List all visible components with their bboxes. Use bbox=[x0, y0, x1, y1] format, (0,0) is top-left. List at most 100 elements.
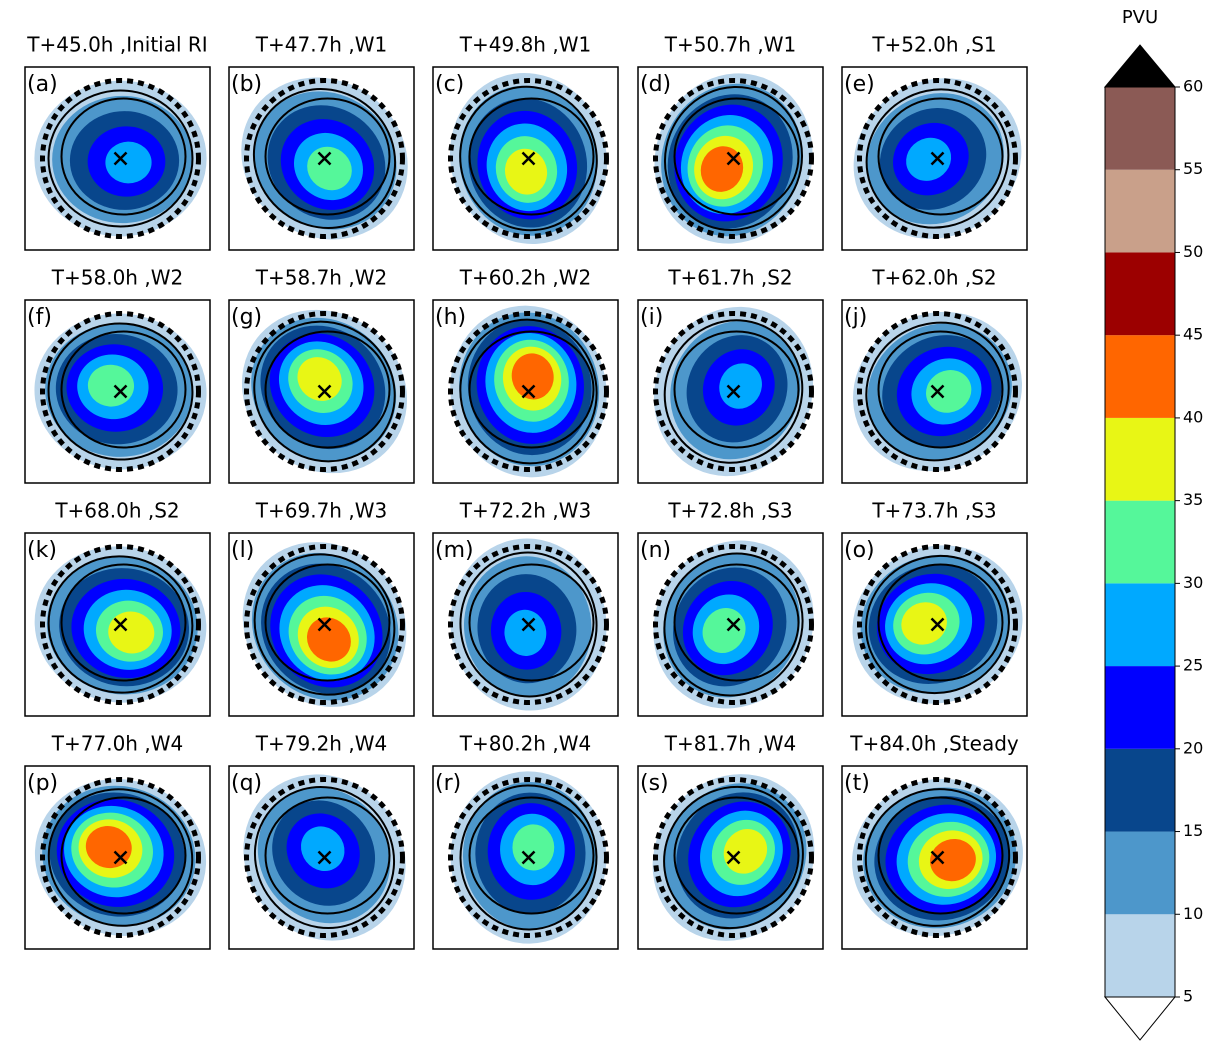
panel-title: T+68.0h ,S2 bbox=[54, 499, 179, 523]
colorbar-segment bbox=[1105, 87, 1175, 170]
panel-content bbox=[653, 306, 814, 477]
contour-line bbox=[47, 89, 194, 228]
panel-label: (a) bbox=[27, 72, 58, 97]
panel: T+72.8h ,S3 (n) bbox=[637, 499, 824, 717]
colorbar-tick-label: 5 bbox=[1183, 987, 1193, 1006]
panel-frame bbox=[841, 299, 1028, 484]
panel-content bbox=[34, 311, 207, 472]
panel-label: (t) bbox=[844, 771, 870, 796]
panel: T+72.2h ,W3 (m) bbox=[432, 499, 619, 717]
center-mark bbox=[930, 850, 945, 865]
contour-line bbox=[673, 330, 800, 449]
colorbar-segment bbox=[1105, 417, 1175, 501]
panel-content bbox=[853, 311, 1022, 472]
contour-line bbox=[877, 330, 1004, 449]
pv-contour-fill bbox=[105, 141, 152, 184]
contour-line bbox=[47, 788, 194, 927]
colorbar-tick-label: 40 bbox=[1183, 407, 1203, 426]
panel-content bbox=[242, 542, 407, 707]
contour-line bbox=[264, 796, 391, 915]
contour-line bbox=[468, 97, 595, 216]
panel-title: T+84.0h ,Steady bbox=[849, 732, 1019, 756]
panel-content bbox=[34, 78, 207, 239]
panel-title: T+73.7h ,S3 bbox=[871, 499, 996, 523]
colorbar-tick-label: 55 bbox=[1183, 159, 1203, 178]
panel-title: T+79.2h ,W4 bbox=[255, 732, 387, 756]
colorbar-segment bbox=[1105, 335, 1175, 418]
colorbar-tick-label: 15 bbox=[1183, 821, 1203, 840]
panel-frame bbox=[637, 532, 824, 717]
rmw-circle bbox=[857, 311, 1018, 472]
pv-contour-fill bbox=[901, 602, 947, 645]
panel-frame bbox=[841, 765, 1028, 950]
contour-line bbox=[253, 553, 396, 696]
panel-label: (l) bbox=[231, 538, 254, 563]
panel-content bbox=[653, 540, 814, 709]
center-mark bbox=[317, 617, 332, 632]
panel-frame bbox=[637, 299, 824, 484]
panel: T+69.7h ,W3(l) bbox=[228, 499, 415, 717]
panel-content bbox=[653, 73, 814, 244]
panel-title: T+50.7h ,W1 bbox=[664, 33, 796, 57]
panel: T+50.7h ,W1 (d) bbox=[637, 33, 824, 251]
panel-label: (d) bbox=[640, 72, 671, 97]
contour-line bbox=[865, 321, 1010, 462]
pv-contour-fill bbox=[702, 607, 746, 654]
rmw-circle bbox=[653, 777, 814, 938]
rmw-circle bbox=[40, 544, 201, 705]
panel-label: (i) bbox=[640, 305, 663, 330]
panel-frame bbox=[841, 66, 1028, 251]
panel-label: (o) bbox=[844, 538, 875, 563]
contour-line bbox=[865, 88, 1010, 229]
pv-contour-fill bbox=[504, 609, 547, 656]
contour-line bbox=[673, 796, 800, 915]
panel-title: T+61.7h ,S2 bbox=[667, 266, 792, 290]
center-mark bbox=[726, 151, 741, 166]
rmw-circle bbox=[244, 311, 405, 472]
rmw-circle bbox=[244, 78, 405, 239]
contour-line bbox=[468, 330, 595, 449]
pv-contour-fill bbox=[300, 826, 345, 872]
panel-frame bbox=[432, 66, 619, 251]
panel-frame bbox=[432, 532, 619, 717]
contour-line bbox=[60, 97, 187, 216]
panel-title: T+58.0h ,W2 bbox=[51, 266, 183, 290]
center-mark bbox=[521, 384, 536, 399]
center-mark bbox=[930, 617, 945, 632]
panel-label: (p) bbox=[27, 771, 58, 796]
pv-contour-fill bbox=[307, 146, 352, 191]
colorbar-tick-label: 25 bbox=[1183, 656, 1203, 675]
panel-title: T+72.8h ,S3 bbox=[667, 499, 792, 523]
panel: T+52.0h ,S1 (e) bbox=[841, 33, 1028, 251]
panel-title: T+47.7h ,W1 bbox=[255, 33, 387, 57]
rmw-circle bbox=[244, 544, 405, 705]
panel-frame bbox=[432, 765, 619, 950]
center-mark bbox=[521, 617, 536, 632]
panel: T+62.0h ,S2(j) bbox=[841, 266, 1028, 484]
panel-frame bbox=[637, 765, 824, 950]
rmw-circle bbox=[653, 311, 814, 472]
panel-content bbox=[241, 77, 408, 240]
contour-line bbox=[865, 554, 1010, 695]
panel-content bbox=[241, 309, 408, 474]
contour-line bbox=[663, 552, 804, 697]
center-mark bbox=[521, 151, 536, 166]
contour-line bbox=[253, 320, 396, 463]
panel-label: (s) bbox=[640, 771, 669, 796]
contour-line bbox=[468, 796, 595, 915]
colorbar-tick-label: 60 bbox=[1183, 77, 1203, 96]
contour-line bbox=[47, 555, 194, 694]
panel: T+49.8h ,W1 (c) bbox=[432, 33, 619, 251]
colorbar-extend-max bbox=[1103, 44, 1177, 88]
panel-content bbox=[448, 538, 609, 711]
center-mark bbox=[113, 617, 128, 632]
panel: T+77.0h ,W4 (p) bbox=[24, 732, 211, 950]
contour-line bbox=[468, 563, 595, 682]
center-mark bbox=[930, 151, 945, 166]
center-mark bbox=[317, 384, 332, 399]
colorbar-tick-label: 35 bbox=[1183, 490, 1203, 509]
contour-line bbox=[252, 88, 397, 229]
contour-line bbox=[663, 785, 804, 930]
pv-contour-fill bbox=[511, 353, 554, 400]
